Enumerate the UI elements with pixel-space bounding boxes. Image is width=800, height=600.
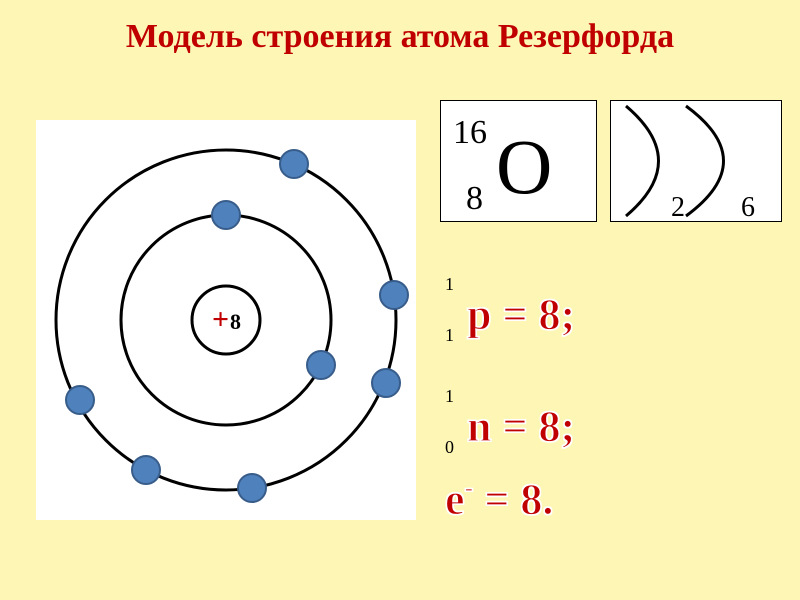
isotope-svg: 16 8O bbox=[441, 101, 596, 221]
electron-inner-icon bbox=[307, 351, 335, 379]
electron-outer-icon bbox=[132, 456, 160, 484]
shell-svg: 26 bbox=[611, 101, 781, 221]
electron-outer-icon bbox=[238, 474, 266, 502]
mass-number: 16 bbox=[453, 114, 487, 151]
nucleus-charge: 8 bbox=[230, 309, 241, 334]
shell-arc-icon bbox=[626, 106, 659, 216]
electron-sym: e bbox=[445, 475, 465, 524]
electron-eq: = 8. bbox=[473, 475, 553, 524]
neutron-prefix-bot: 0 bbox=[445, 437, 454, 457]
electron-line: e- = 8. bbox=[445, 474, 575, 525]
atomic-number: 8 bbox=[466, 180, 483, 217]
shell-count-2: 6 bbox=[741, 192, 755, 221]
shell-count-1: 2 bbox=[671, 192, 685, 221]
isotope-panel: 16 8O bbox=[440, 100, 597, 222]
element-symbol: O bbox=[496, 123, 552, 210]
electron-outer-icon bbox=[380, 281, 408, 309]
electron-outer-icon bbox=[280, 150, 308, 178]
proton-line: 1 1 p = 8; bbox=[445, 250, 575, 352]
shell-arc-icon bbox=[686, 106, 724, 216]
proton-prefix-bot: 1 bbox=[445, 325, 454, 345]
electron-inner-icon bbox=[212, 201, 240, 229]
atom-panel: +8 bbox=[36, 120, 416, 520]
proton-prefix-top: 1 bbox=[445, 274, 454, 294]
atom-svg: +8 bbox=[36, 120, 416, 520]
neutron-eq: n = 8; bbox=[467, 402, 575, 451]
nucleus-plus-icon: + bbox=[212, 303, 229, 336]
proton-eq: p = 8; bbox=[467, 290, 575, 339]
electron-outer-icon bbox=[66, 386, 94, 414]
neutron-prefix-top: 1 bbox=[445, 386, 454, 406]
shell-fragment-panel: 26 bbox=[610, 100, 782, 222]
particle-counts: 1 1 p = 8; 1 0 n = 8; e- = 8. bbox=[445, 250, 575, 535]
neutron-line: 1 0 n = 8; bbox=[445, 362, 575, 464]
electron-sup: - bbox=[465, 472, 474, 502]
electron-outer-icon bbox=[372, 369, 400, 397]
page-title: Модель строения атома Резерфорда bbox=[0, 18, 800, 56]
